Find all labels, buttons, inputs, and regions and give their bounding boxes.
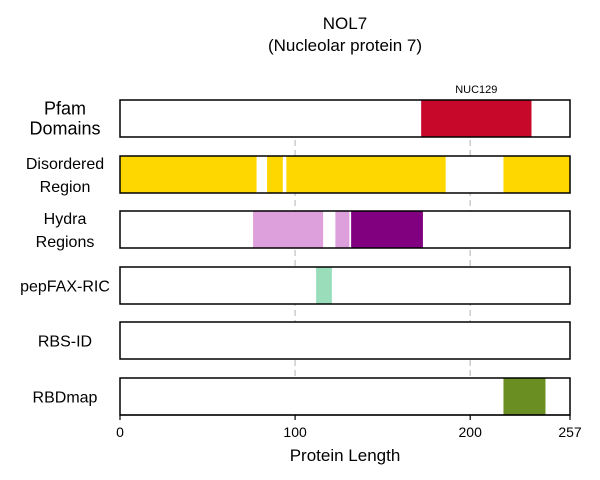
grid-lines [295,100,470,415]
track-3: pepFAX-RIC [20,267,570,304]
x-axis-label: Protein Length [290,446,401,465]
track-label: Regions [36,234,95,251]
track-label: Region [40,179,91,196]
track-5: RBDmap [33,378,570,415]
feature-segment [316,267,332,304]
track-label: Pfam [44,99,86,119]
track-label: Disordered [26,156,104,173]
track-label: Domains [29,119,100,139]
track-1: Disordered Region [26,156,570,196]
track-background [120,378,570,415]
x-tick-label: 0 [116,424,124,440]
feature-segment [421,100,531,137]
feature-segment [267,156,283,193]
feature-segment [253,211,323,248]
track-label: Hydra [44,211,87,228]
track-4: RBS-ID [38,322,570,359]
track-label: RBDmap [33,390,98,407]
track-2: Hydra Regions [36,211,570,251]
feature-segment [503,378,545,415]
chart-title: NOL7 [323,14,367,33]
feature-segment [503,156,570,193]
feature-segment [335,211,349,248]
x-tick-label: 200 [459,424,483,440]
feature-segment [120,156,257,193]
segment-label: NUC129 [455,84,497,96]
track-background [120,267,570,304]
x-tick-label: 100 [283,424,307,440]
track-label: pepFAX-RIC [20,279,110,296]
feature-segment [351,211,423,248]
chart-subtitle: (Nucleolar protein 7) [268,36,422,55]
x-axis: 0 100 200 257 [116,415,582,440]
x-tick-label: 257 [558,424,582,440]
feature-segment [286,156,445,193]
track-label: RBS-ID [38,334,92,351]
track-background [120,322,570,359]
